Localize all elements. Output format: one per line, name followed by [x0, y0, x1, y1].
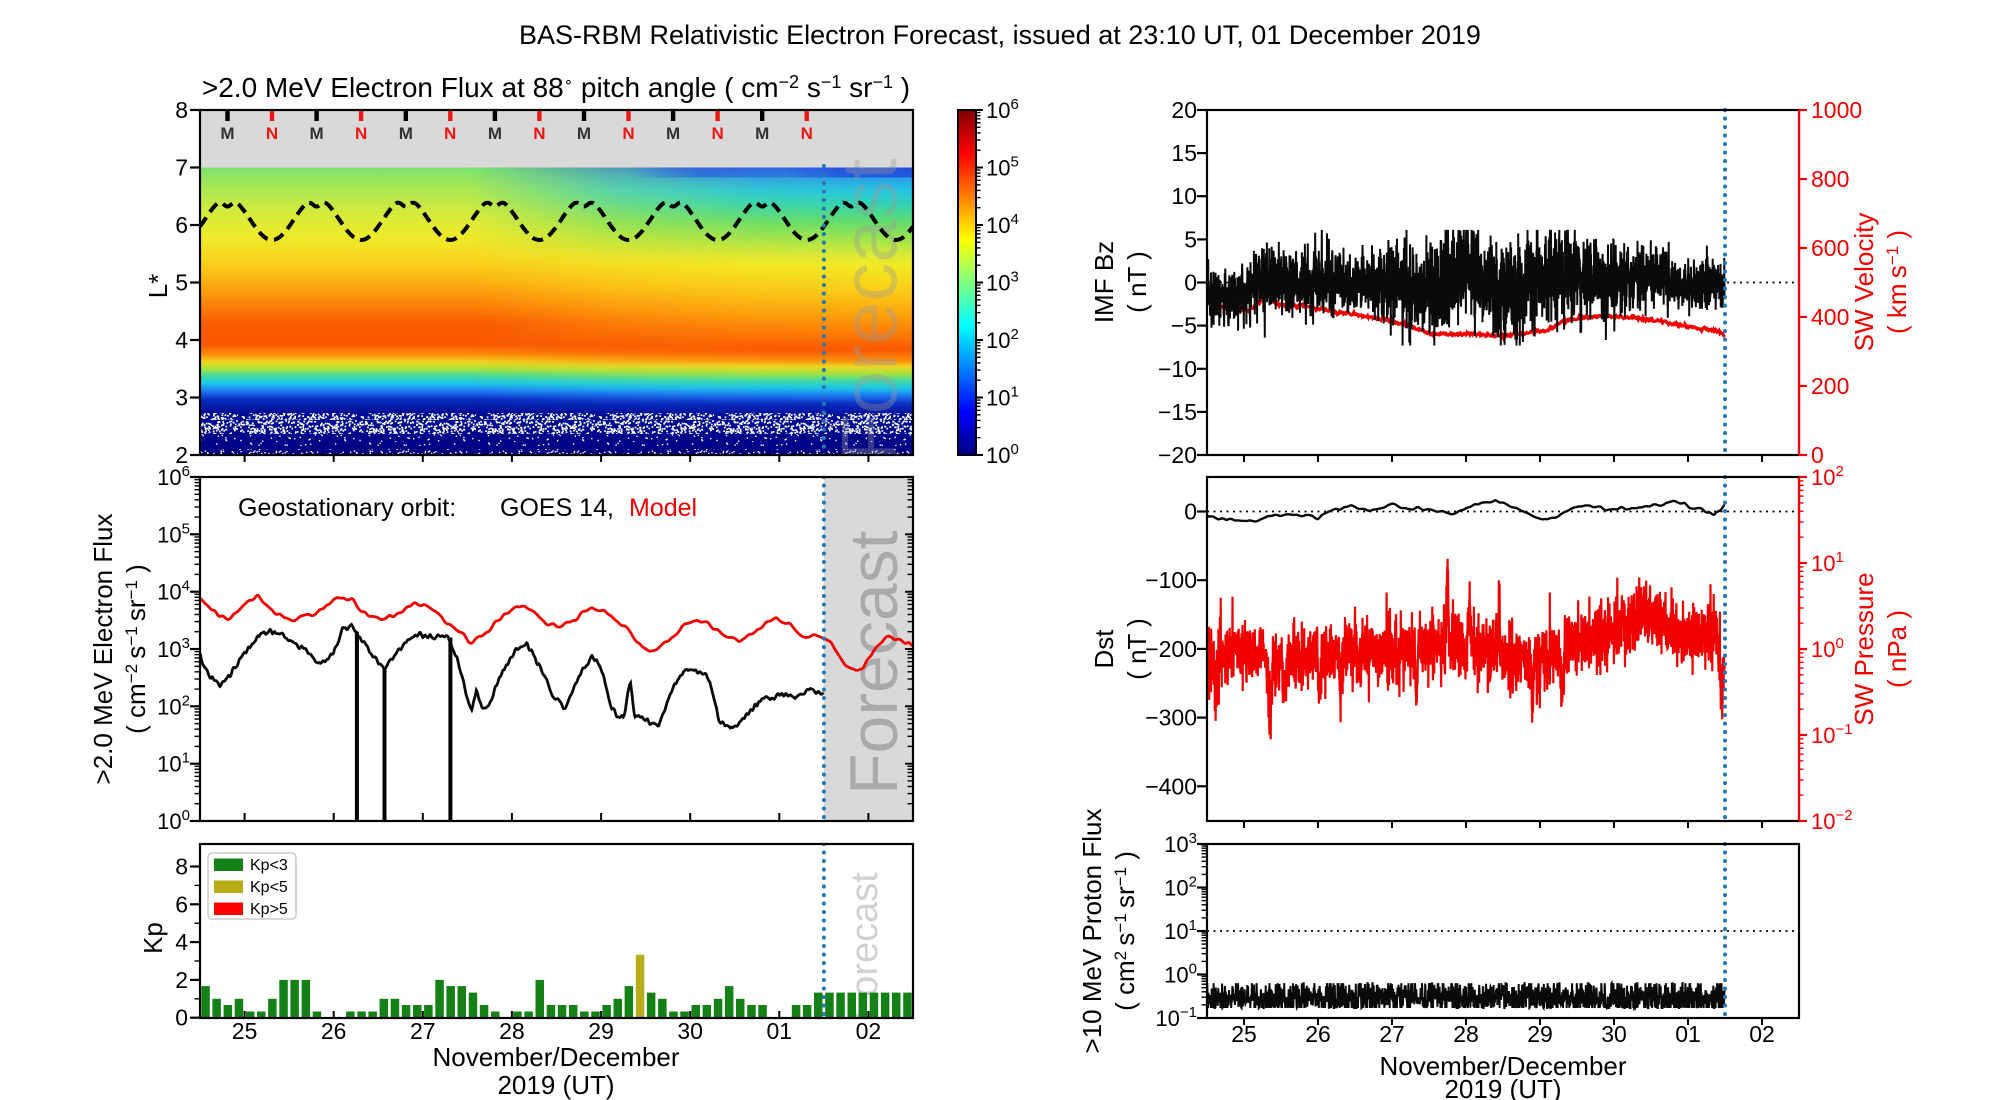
- svg-text:M: M: [488, 124, 502, 143]
- svg-text:28: 28: [1453, 1021, 1479, 1047]
- svg-text:M: M: [666, 124, 680, 143]
- svg-text:SW Pressure: SW Pressure: [1849, 572, 1879, 725]
- svg-text:20: 20: [1171, 97, 1197, 123]
- svg-text:30: 30: [1601, 1021, 1627, 1047]
- svg-text:600: 600: [1811, 235, 1849, 261]
- svg-text:0: 0: [1184, 499, 1197, 525]
- svg-text:−20: −20: [1158, 442, 1197, 468]
- svg-text:26: 26: [321, 1018, 347, 1044]
- svg-text:29: 29: [588, 1018, 614, 1044]
- svg-text:4: 4: [175, 929, 188, 955]
- svg-text:28: 28: [499, 1018, 525, 1044]
- svg-text:>2.0 MeV Electron Flux: >2.0 MeV Electron Flux: [88, 514, 118, 785]
- svg-text:02: 02: [856, 1018, 882, 1044]
- svg-text:10−2: 10−2: [1811, 807, 1853, 834]
- svg-text:Forecast: Forecast: [825, 158, 913, 462]
- svg-text:5: 5: [175, 270, 188, 296]
- svg-text:( nT ): ( nT ): [1122, 251, 1152, 313]
- svg-text:GOES 14,: GOES 14,: [500, 494, 614, 522]
- svg-text:15: 15: [1171, 140, 1197, 166]
- svg-text:N: N: [533, 124, 545, 143]
- svg-text:4: 4: [175, 327, 188, 353]
- svg-text:N: N: [801, 124, 813, 143]
- svg-text:−300: −300: [1145, 705, 1197, 731]
- svg-text:2019 (UT): 2019 (UT): [1444, 1074, 1561, 1100]
- svg-text:N: N: [444, 124, 456, 143]
- svg-text:01: 01: [1675, 1021, 1701, 1047]
- svg-text:N: N: [622, 124, 634, 143]
- svg-text:200: 200: [1811, 373, 1849, 399]
- svg-text:−200: −200: [1145, 636, 1197, 662]
- svg-text:N: N: [711, 124, 723, 143]
- svg-text:November/December: November/December: [432, 1042, 679, 1072]
- svg-text:SW Velocity: SW Velocity: [1849, 213, 1879, 352]
- svg-text:M: M: [220, 124, 234, 143]
- svg-text:106: 106: [986, 96, 1019, 123]
- svg-text:6: 6: [175, 891, 188, 917]
- svg-text:8: 8: [175, 97, 188, 123]
- svg-text:105: 105: [157, 520, 190, 547]
- svg-text:0: 0: [175, 1005, 188, 1031]
- svg-text:M: M: [755, 124, 769, 143]
- svg-text:7: 7: [175, 155, 188, 181]
- svg-text:26: 26: [1305, 1021, 1331, 1047]
- svg-text:27: 27: [410, 1018, 436, 1044]
- svg-text:M: M: [399, 124, 413, 143]
- svg-text:02: 02: [1749, 1021, 1775, 1047]
- svg-text:0: 0: [1811, 442, 1824, 468]
- svg-text:1000: 1000: [1811, 97, 1862, 123]
- svg-text:( nT ): ( nT ): [1122, 618, 1152, 680]
- svg-text:Kp: Kp: [138, 922, 168, 954]
- svg-text:30: 30: [677, 1018, 703, 1044]
- svg-text:25: 25: [232, 1018, 258, 1044]
- svg-text:−15: −15: [1158, 399, 1197, 425]
- svg-text:01: 01: [767, 1018, 793, 1044]
- svg-text:2: 2: [175, 967, 188, 993]
- svg-text:( nPa ): ( nPa ): [1882, 610, 1912, 688]
- svg-text:29: 29: [1527, 1021, 1553, 1047]
- svg-text:L*: L*: [143, 274, 173, 299]
- svg-text:N: N: [266, 124, 278, 143]
- svg-text:3: 3: [175, 385, 188, 411]
- svg-text:800: 800: [1811, 166, 1849, 192]
- svg-text:−400: −400: [1145, 773, 1197, 799]
- svg-text:8: 8: [175, 854, 188, 880]
- svg-text:N: N: [355, 124, 367, 143]
- svg-text:25: 25: [1231, 1021, 1257, 1047]
- svg-text:−100: −100: [1145, 567, 1197, 593]
- svg-text:M: M: [577, 124, 591, 143]
- svg-text:−5: −5: [1171, 313, 1197, 339]
- svg-text:10: 10: [1171, 183, 1197, 209]
- svg-text:( km s−1 ): ( km s−1 ): [1882, 230, 1912, 334]
- svg-text:2: 2: [175, 442, 188, 468]
- svg-text:>2.0 MeV Electron Flux at 88∘: >2.0 MeV Electron Flux at 88∘ pitch angl…: [202, 72, 910, 103]
- svg-text:2019 (UT): 2019 (UT): [497, 1070, 614, 1100]
- svg-text:M: M: [310, 124, 324, 143]
- svg-text:Kp>5: Kp>5: [250, 901, 288, 918]
- svg-text:400: 400: [1811, 304, 1849, 330]
- svg-text:0: 0: [1184, 270, 1197, 296]
- svg-text:Geostationary orbit:: Geostationary orbit:: [238, 494, 456, 522]
- svg-text:−10: −10: [1158, 356, 1197, 382]
- svg-text:Kp<3: Kp<3: [250, 857, 288, 874]
- svg-text:BAS-RBM Relativistic Electron: BAS-RBM Relativistic Electron Forecast, …: [519, 20, 1481, 50]
- svg-text:5: 5: [1184, 226, 1197, 252]
- svg-text:103: 103: [1164, 830, 1197, 857]
- svg-text:Dst: Dst: [1089, 629, 1119, 669]
- svg-text:November/December: November/December: [1379, 1051, 1626, 1081]
- svg-text:Model: Model: [629, 494, 697, 522]
- svg-text:Forecast: Forecast: [836, 530, 912, 795]
- svg-text:>10 MeV Proton Flux: >10 MeV Proton Flux: [1077, 809, 1107, 1054]
- svg-text:Kp<5: Kp<5: [250, 879, 288, 896]
- svg-text:27: 27: [1379, 1021, 1405, 1047]
- svg-text:IMF Bz: IMF Bz: [1089, 241, 1119, 323]
- svg-text:6: 6: [175, 212, 188, 238]
